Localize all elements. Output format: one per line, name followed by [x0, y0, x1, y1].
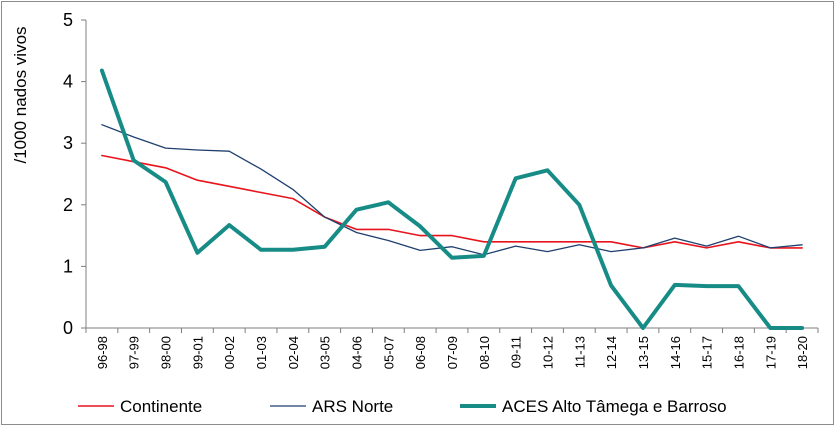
x-tick-label: 14-16: [668, 336, 683, 369]
x-tick-label: 11-13: [572, 336, 587, 368]
x-tick-label: 04-06: [350, 336, 365, 369]
x-tick-label: 12-14: [604, 336, 619, 369]
y-tick-label: 4: [63, 72, 73, 92]
axes: 0 1 2 3 4 5 96-98 97-99 98-00 99-01 00-02 01-03 02-0…: [63, 10, 819, 369]
x-tick-label: 06-08: [413, 336, 428, 369]
x-tick-label: 01-03: [254, 336, 269, 369]
y-tick-label: 5: [63, 10, 73, 30]
series-line-0: [101, 154, 803, 249]
x-tick-label: 18-20: [795, 336, 810, 369]
x-tick-label: 05-07: [381, 336, 396, 369]
legend: Continente ARS Norte ACES Alto Tâmega e Ba…: [78, 397, 727, 416]
legend-label: ACES Alto Tâmega e Barroso: [502, 397, 727, 416]
legend-label: ARS Norte: [312, 397, 393, 416]
x-tick-label: 00-02: [222, 336, 237, 369]
x-tick-label: 99-01: [190, 336, 205, 369]
series-layer: [99, 68, 805, 330]
x-tick-label: 08-10: [477, 336, 492, 369]
y-tick-label: 2: [63, 195, 73, 215]
y-tick-label: 3: [63, 133, 73, 153]
series-line-2: [99, 68, 805, 330]
x-tick-label: 13-15: [636, 336, 651, 369]
y-tick-label: 0: [63, 318, 73, 338]
x-tick-label: 16-18: [731, 336, 746, 369]
x-tick-label: 96-98: [95, 336, 110, 369]
x-tick-label: 98-00: [159, 336, 174, 369]
x-tick-label: 07-09: [445, 336, 460, 369]
legend-label: Continente: [120, 397, 202, 416]
x-tick-label: 97-99: [127, 336, 142, 369]
x-tick-label: 09-11: [509, 336, 524, 368]
y-axis-label: /1000 nados vivos: [11, 26, 30, 163]
x-tick-label: 03-05: [318, 336, 333, 369]
x-tick-label: 15-17: [700, 336, 715, 369]
x-tick-label: 17-19: [763, 336, 778, 369]
x-tick-label: 10-12: [540, 336, 555, 369]
x-tick-label: 02-04: [286, 336, 301, 369]
y-tick-label: 1: [63, 256, 73, 276]
series-line-1: [101, 124, 803, 256]
